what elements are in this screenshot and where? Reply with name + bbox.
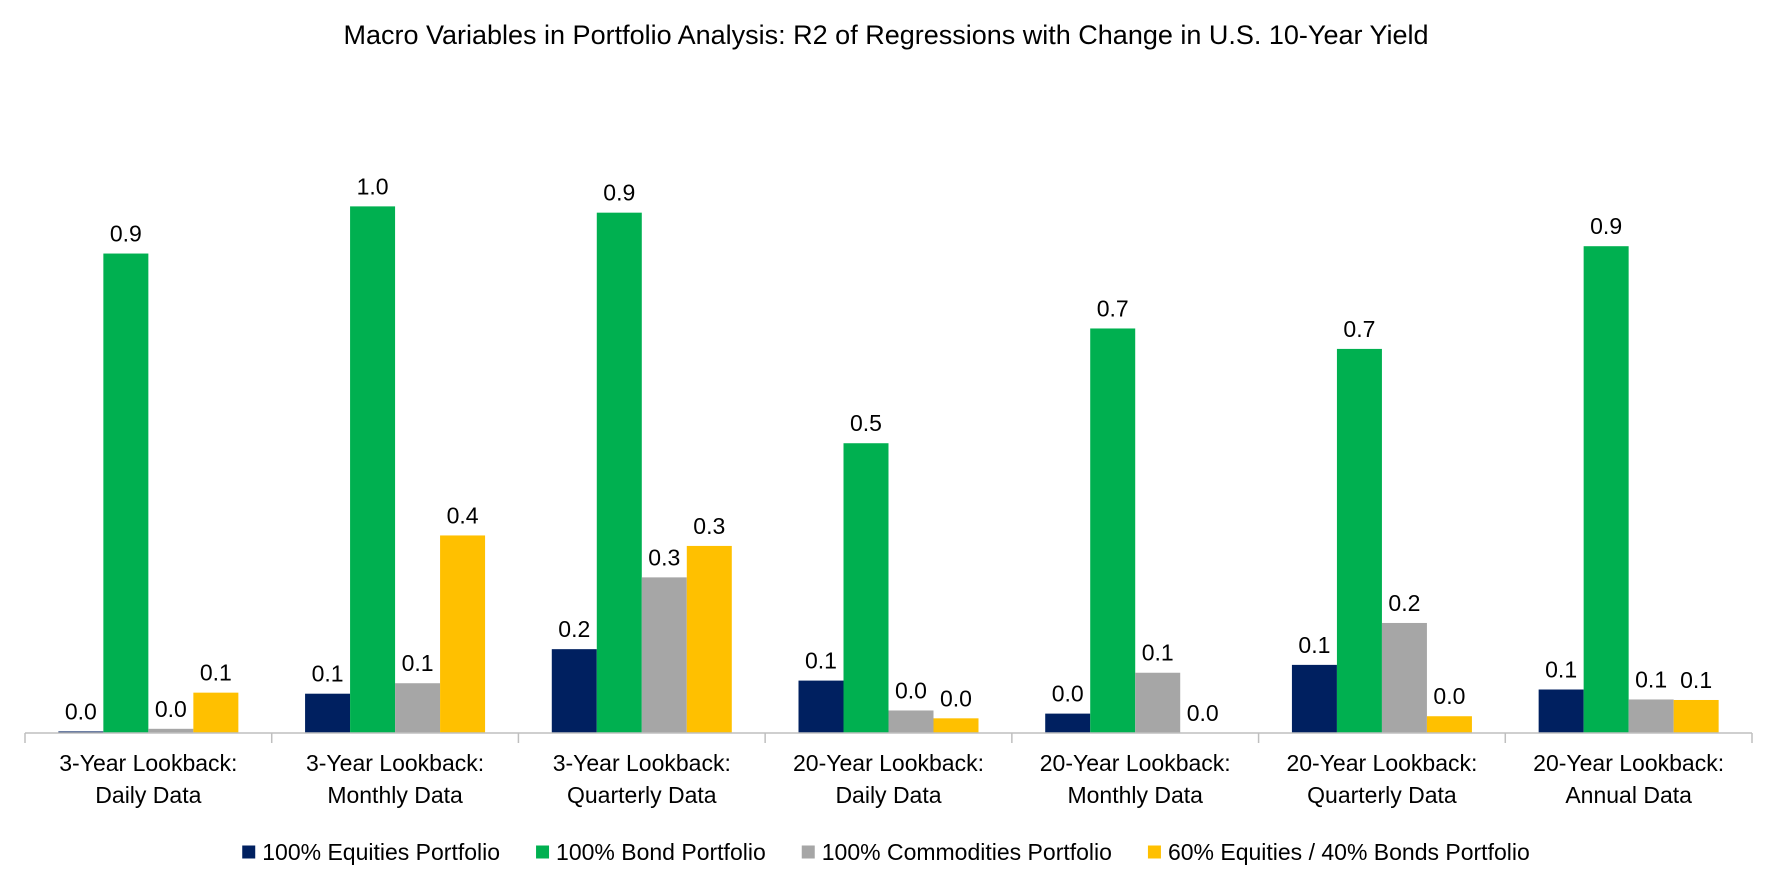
data-label-7-series-2: 0.9 <box>1590 213 1622 239</box>
bar-4-series-2 <box>843 443 889 733</box>
bar-7-series-2 <box>1583 246 1629 734</box>
data-label-3-series-3: 0.3 <box>648 544 680 570</box>
legend-swatch-series-2 <box>536 845 550 859</box>
bar-7-series-1 <box>1538 689 1584 733</box>
bar-6-series-2 <box>1336 348 1382 733</box>
data-label-2-series-1: 0.1 <box>312 661 344 687</box>
data-label-5-series-4: 0.0 <box>1187 700 1219 726</box>
data-label-6-series-4: 0.0 <box>1433 683 1465 709</box>
x-tick-label-2-line-1: 3-Year Lookback: <box>306 750 484 776</box>
x-axis-ticks <box>24 733 1753 743</box>
bar-6-series-3 <box>1381 622 1427 733</box>
data-label-1-series-3: 0.0 <box>155 696 187 722</box>
data-label-1-series-1: 0.0 <box>65 698 97 724</box>
bars-layer <box>58 206 1719 734</box>
data-label-2-series-4: 0.4 <box>447 502 479 528</box>
bar-4-series-3 <box>888 710 934 733</box>
x-tick-label-1-line-1: 3-Year Lookback: <box>59 750 237 776</box>
bar-4-series-1 <box>798 680 844 733</box>
x-tick-label-1-line-2: Daily Data <box>95 782 201 808</box>
data-label-6-series-3: 0.2 <box>1388 590 1420 616</box>
data-label-4-series-1: 0.1 <box>805 648 837 674</box>
bar-1-series-4 <box>193 692 239 733</box>
x-tick-label-5-line-1: 20-Year Lookback: <box>1040 750 1231 776</box>
bar-7-series-4 <box>1673 699 1719 733</box>
x-tick-label-6-line-1: 20-Year Lookback: <box>1286 750 1477 776</box>
data-label-6-series-1: 0.1 <box>1298 632 1330 658</box>
data-label-4-series-3: 0.0 <box>895 677 927 703</box>
legend-label-series-2: 100% Bond Portfolio <box>556 839 766 865</box>
data-label-4-series-2: 0.5 <box>850 410 882 436</box>
legend-label-series-4: 60% Equities / 40% Bonds Portfolio <box>1168 839 1530 865</box>
data-label-7-series-1: 0.1 <box>1545 657 1577 683</box>
x-tick-label-4-line-2: Daily Data <box>835 782 941 808</box>
bar-6-series-1 <box>1291 664 1337 733</box>
x-axis-tick-labels: 3-Year Lookback: Daily Data 3-Year Lookbac… <box>59 750 1724 808</box>
bar-5-series-3 <box>1135 672 1181 733</box>
legend-label-series-3: 100% Commodities Portfolio <box>822 839 1112 865</box>
chart-title: Macro Variables in Portfolio Analysis: R… <box>343 20 1428 50</box>
bar-6-series-4 <box>1426 716 1472 733</box>
data-label-1-series-4: 0.1 <box>200 660 232 686</box>
bar-2-series-4 <box>440 535 486 733</box>
data-label-3-series-1: 0.2 <box>558 616 590 642</box>
x-tick-label-4-line-1: 20-Year Lookback: <box>793 750 984 776</box>
bar-2-series-1 <box>305 693 351 733</box>
x-tick-label-3-line-2: Quarterly Data <box>567 782 717 808</box>
data-label-5-series-1: 0.0 <box>1052 681 1084 707</box>
data-label-3-series-4: 0.3 <box>693 513 725 539</box>
bar-7-series-3 <box>1628 699 1674 733</box>
legend-swatch-series-3 <box>801 845 815 859</box>
bar-3-series-4 <box>686 545 732 733</box>
bar-4-series-4 <box>933 718 979 733</box>
data-label-3-series-2: 0.9 <box>603 180 635 206</box>
data-label-6-series-2: 0.7 <box>1343 316 1375 342</box>
bar-3-series-3 <box>641 577 687 733</box>
data-label-7-series-3: 0.1 <box>1635 666 1667 692</box>
x-tick-label-2-line-2: Monthly Data <box>327 782 463 808</box>
bar-1-series-2 <box>103 253 149 734</box>
bar-3-series-2 <box>596 212 642 734</box>
bar-1-series-1 <box>58 731 104 733</box>
legend-swatch-series-1 <box>242 845 256 859</box>
legend-swatch-series-4 <box>1147 845 1161 859</box>
data-label-1-series-2: 0.9 <box>110 221 142 247</box>
bar-5-series-2 <box>1090 328 1136 733</box>
x-tick-label-7-line-2: Annual Data <box>1565 782 1692 808</box>
data-label-5-series-2: 0.7 <box>1097 295 1129 321</box>
data-label-2-series-3: 0.1 <box>402 650 434 676</box>
bar-1-series-3 <box>148 728 194 733</box>
x-tick-label-6-line-2: Quarterly Data <box>1307 782 1457 808</box>
x-tick-label-7-line-1: 20-Year Lookback: <box>1533 750 1724 776</box>
legend-label-series-1: 100% Equities Portfolio <box>262 839 500 865</box>
data-label-7-series-4: 0.1 <box>1680 667 1712 693</box>
data-label-5-series-3: 0.1 <box>1142 640 1174 666</box>
x-tick-label-5-line-2: Monthly Data <box>1067 782 1203 808</box>
bar-2-series-3 <box>395 683 441 733</box>
bar-5-series-1 <box>1045 713 1091 733</box>
bar-3-series-1 <box>551 649 597 733</box>
data-labels-layer: 0.0 0.9 0.0 0.1 0.1 1.0 0.1 0.4 0.2 0.9 0.3 0.3 0.1 0… <box>65 173 1712 726</box>
data-label-2-series-2: 1.0 <box>357 173 389 199</box>
bar-2-series-2 <box>350 206 396 733</box>
x-tick-label-3-line-1: 3-Year Lookback: <box>553 750 731 776</box>
data-label-4-series-4: 0.0 <box>940 685 972 711</box>
legend: 100% Equities Portfolio 100% Bond Portfol… <box>242 839 1530 865</box>
